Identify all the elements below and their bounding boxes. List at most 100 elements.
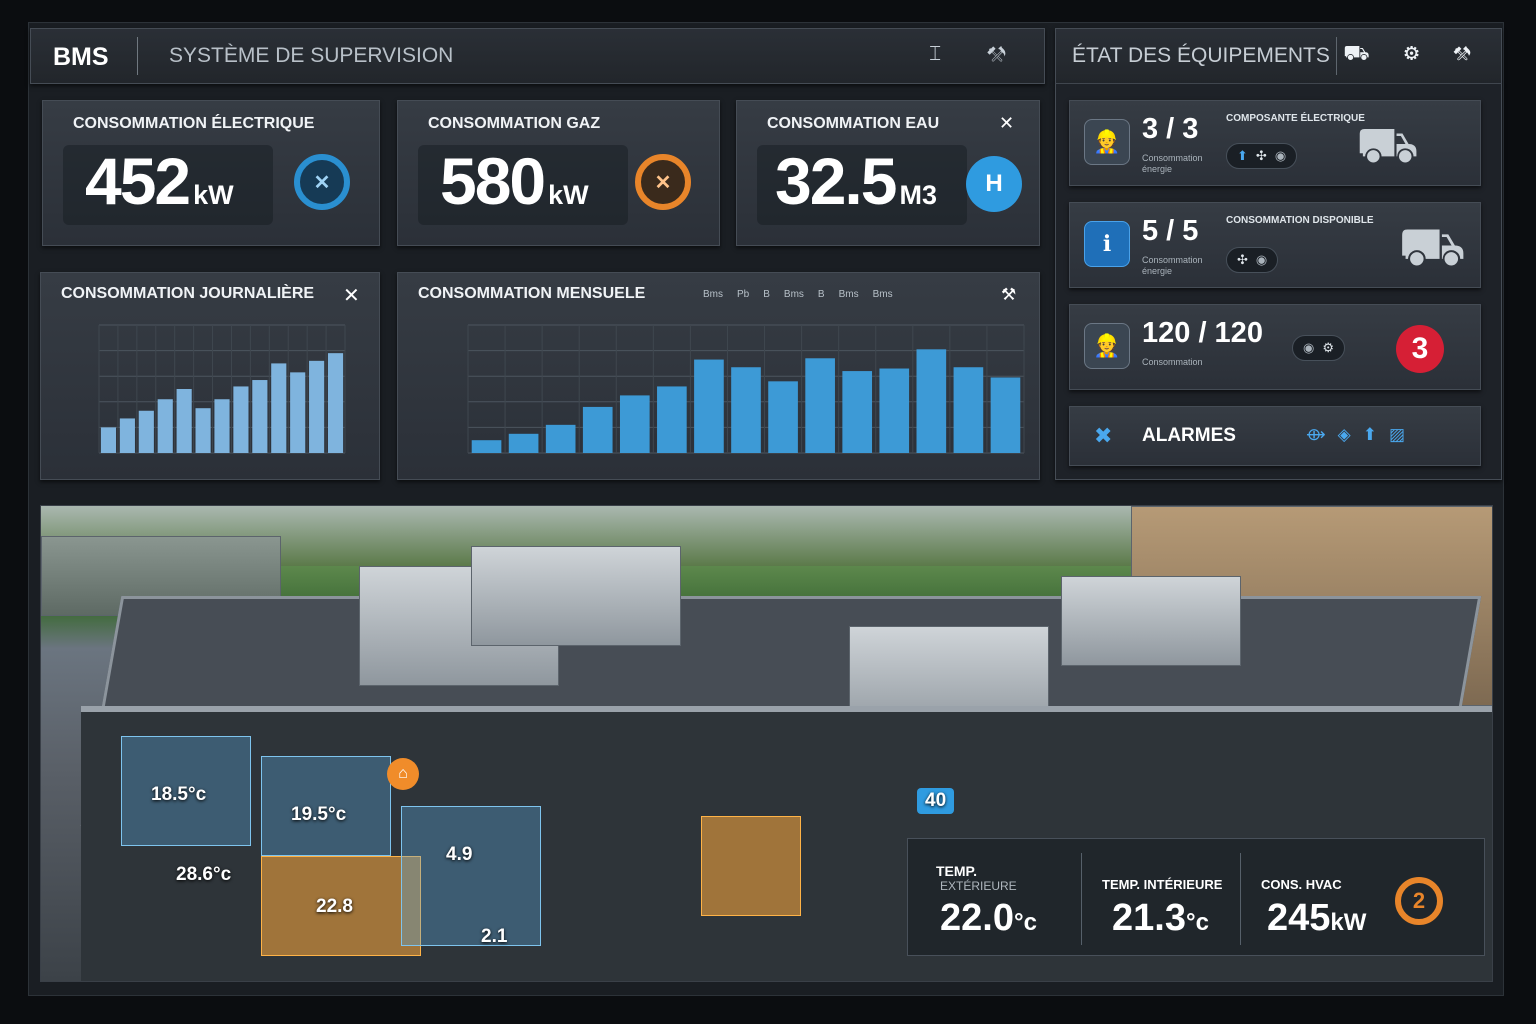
chart-bar[interactable]: [842, 371, 873, 453]
chart-title: CONSOMMATION MENSUELE: [418, 285, 646, 302]
filter-tab[interactable]: Bms: [838, 289, 859, 300]
chart-bar[interactable]: [545, 424, 576, 453]
room-zone-warm[interactable]: [701, 816, 801, 916]
equipment-row-electric[interactable]: 👷 3 / 3 Consommation énergie COMPOSANTE …: [1069, 100, 1481, 186]
chart-bar[interactable]: [119, 418, 135, 453]
room-zone[interactable]: [261, 756, 391, 856]
filter-tab[interactable]: Bms: [703, 289, 723, 300]
chart-bar[interactable]: [233, 386, 249, 453]
chart-bar[interactable]: [157, 399, 173, 453]
kpi-electric[interactable]: CONSOMMATION ÉLECTRIQUE 452 kW ✕: [42, 100, 380, 246]
pin-icon[interactable]: ⌂: [387, 758, 419, 790]
zone-temp: 4.9: [446, 844, 473, 865]
chart-bar[interactable]: [271, 363, 287, 453]
kpi-label: CONSOMMATION GAZ: [428, 115, 601, 132]
equipment-title: ÉTAT DES ÉQUIPEMENTS: [1072, 44, 1330, 67]
chart-title: CONSOMMATION JOURNALIÈRE: [61, 285, 315, 302]
room-zone-warm[interactable]: [261, 856, 421, 956]
filter-tab[interactable]: B: [817, 289, 825, 300]
equipment-toolbar-icons[interactable]: ⛟ ⚙ ⚒: [1343, 42, 1485, 65]
chart-bar[interactable]: [768, 381, 798, 453]
chart-filters[interactable]: Bms Pb B Bms B Bms Bms: [703, 289, 893, 300]
filter-tab[interactable]: Bms: [783, 289, 804, 300]
kpi-backdrop: [63, 145, 273, 225]
reading-hvac: CONS. HVAC 245kW 2: [1241, 839, 1486, 957]
divider: [1240, 853, 1241, 945]
tools-icon[interactable]: ⚒: [1001, 285, 1017, 304]
alarms-row[interactable]: ✖ ALARMES ⟴◈⬆▨: [1069, 406, 1481, 466]
equipment-caption: CONSOMMATION DISPONIBLE: [1226, 215, 1374, 226]
truck-icon: ⛟: [1398, 217, 1466, 277]
status-pill[interactable]: ✣ ◉: [1226, 247, 1279, 273]
reading-indoor: TEMP. INTÉRIEURE 21.3°c: [1082, 839, 1242, 957]
chart-bar[interactable]: [916, 349, 947, 453]
fan-icon: ✣: [1255, 148, 1267, 163]
gauge-icon: ◉: [1303, 340, 1315, 355]
gauge-icon: ◉: [1274, 148, 1287, 163]
equipment-count: 3 / 3: [1142, 113, 1199, 145]
daily-chart-panel: CONSOMMATION JOURNALIÈRE ✕: [40, 272, 380, 480]
filter-tab[interactable]: Bms: [872, 289, 893, 300]
building-3d-view[interactable]: 18.5°c 19.5°c 28.6°c 22.8 2.1 4.9 40 ⌂: [40, 505, 1493, 982]
engineer-icon: 👷: [1084, 119, 1130, 165]
chart-bar[interactable]: [176, 389, 192, 453]
chart-bar[interactable]: [731, 367, 761, 453]
close-icon[interactable]: ✕: [343, 285, 360, 307]
water-icon: H: [966, 156, 1022, 212]
equipment-row-sensors[interactable]: 👷 120 / 120 Consommation ◉ ⚙ 3: [1069, 304, 1481, 390]
room-zone[interactable]: [121, 736, 251, 846]
chart-bar[interactable]: [252, 380, 268, 453]
chart-bar[interactable]: [694, 359, 724, 453]
alert-badge[interactable]: 3: [1396, 325, 1444, 373]
hvac-unit[interactable]: [471, 546, 681, 646]
chart-bar[interactable]: [508, 433, 539, 453]
kpi-value: 452 kW: [85, 144, 234, 218]
chart-bar[interactable]: [879, 368, 910, 453]
equipment-header: ÉTAT DES ÉQUIPEMENTS ⛟ ⚙ ⚒: [1055, 28, 1502, 84]
filter-tab[interactable]: Pb: [737, 289, 750, 300]
kpi-backdrop: [757, 145, 967, 225]
chart-bar[interactable]: [582, 406, 613, 453]
chart-bar[interactable]: [953, 367, 984, 453]
alarm-icon: ✖: [1094, 423, 1113, 448]
chart-bar[interactable]: [471, 440, 502, 453]
zone-temp: 18.5°c: [151, 784, 207, 805]
room-zone[interactable]: [401, 806, 541, 946]
chart-bar[interactable]: [290, 372, 306, 453]
kpi-backdrop: [418, 145, 628, 225]
hvac-unit[interactable]: [1061, 576, 1241, 666]
kpi-label: CONSOMMATION ÉLECTRIQUE: [73, 115, 315, 132]
equipment-sub: Consommation: [1142, 357, 1203, 367]
close-icon[interactable]: ✕: [999, 113, 1015, 133]
chart-bar[interactable]: [214, 399, 230, 453]
brand-logo: BMS: [53, 43, 109, 71]
chart-bar[interactable]: [657, 386, 687, 453]
zone-badge[interactable]: 40: [917, 788, 955, 814]
chart-bar[interactable]: [138, 410, 154, 453]
chart-bar[interactable]: [990, 377, 1021, 453]
reading-label: CONS. HVAC: [1261, 877, 1342, 892]
hvac-alert-badge[interactable]: 2: [1395, 877, 1443, 925]
page-title: SYSTÈME DE SUPERVISION: [169, 44, 454, 67]
alarm-action-icons[interactable]: ⟴◈⬆▨: [1306, 425, 1418, 444]
info-icon: ℹ: [1084, 221, 1130, 267]
gas-gauge-icon: ✕: [635, 154, 691, 210]
equipment-row-available[interactable]: ℹ 5 / 5 Consommation énergie CONSOMMATIO…: [1069, 202, 1481, 288]
toolbar-icons[interactable]: ⌶ ⚒: [929, 43, 1026, 65]
monthly-chart-panel: CONSOMMATION MENSUELE Bms Pb B Bms B Bms…: [397, 272, 1040, 480]
chart-bar[interactable]: [327, 353, 344, 453]
status-pill[interactable]: ⬆ ✣ ◉: [1226, 143, 1298, 169]
filter-tab[interactable]: B: [763, 289, 770, 300]
chart-bar[interactable]: [619, 395, 650, 453]
status-pill[interactable]: ◉ ⚙: [1292, 335, 1345, 361]
reading-outdoor: TEMP. EXTÉRIEURE 22.0°c: [908, 839, 1078, 957]
operator-icon: 👷: [1084, 323, 1130, 369]
monthly-chart: [467, 324, 1025, 454]
divider: [1081, 853, 1082, 945]
zone-temp: 2.1: [481, 926, 508, 947]
zone-temp: 19.5°c: [291, 804, 347, 825]
chart-bar[interactable]: [309, 360, 325, 453]
chart-bar[interactable]: [805, 358, 835, 453]
chart-bar[interactable]: [100, 427, 117, 453]
chart-bar[interactable]: [195, 408, 211, 453]
